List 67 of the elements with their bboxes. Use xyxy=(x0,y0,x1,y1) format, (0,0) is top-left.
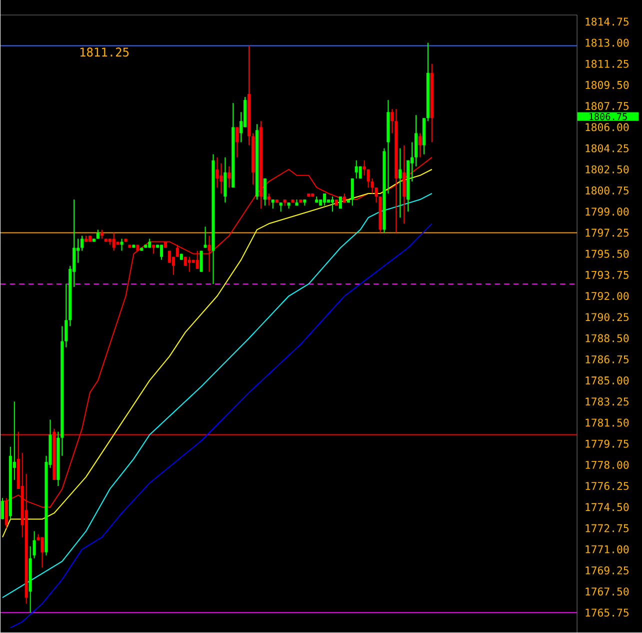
y-tick-label: 1783.25 xyxy=(586,398,628,406)
candlestick xyxy=(236,126,239,158)
y-tick-label: 1781.50 xyxy=(586,418,629,427)
y-tick-label: 1792.00 xyxy=(586,292,629,300)
y-tick-label: 1804.25 xyxy=(586,144,628,152)
candlestick xyxy=(204,226,207,248)
y-tick-label: 1802.50 xyxy=(586,165,629,174)
y-tick-label: 1807.75 xyxy=(586,102,628,110)
candlestick xyxy=(208,235,211,272)
y-tick-label: 1776.25 xyxy=(586,482,628,490)
candlestick xyxy=(120,238,124,252)
line-series xyxy=(10,223,432,628)
candlestick xyxy=(160,244,164,260)
candlestick xyxy=(323,193,326,206)
candlestick xyxy=(216,156,219,188)
candlestick xyxy=(100,229,104,240)
y-tick-label: 1785.00 xyxy=(586,376,629,385)
y-tick-label: 1793.75 xyxy=(586,270,628,280)
y-tick-label: 1788.50 xyxy=(586,334,629,342)
candlestick xyxy=(370,178,374,194)
candlestick xyxy=(148,238,152,248)
candlestick xyxy=(331,196,334,212)
candlestick xyxy=(350,178,354,206)
candlestick xyxy=(32,530,36,559)
y-tick-label: 1774.50 xyxy=(586,503,629,512)
y-tick-label: 1809.50 xyxy=(586,81,629,90)
candlestick xyxy=(271,199,274,210)
y-tick-label: 1767.50 xyxy=(586,588,629,596)
candlestick xyxy=(228,166,231,188)
candlestick xyxy=(112,232,116,252)
y-tick-label: 1779.75 xyxy=(586,440,628,448)
y-tick-label: 1797.25 xyxy=(586,228,628,237)
y-tick-label: 1778.00 xyxy=(586,460,629,469)
candlestick xyxy=(168,250,172,264)
candlestick xyxy=(80,235,84,252)
candlestick xyxy=(0,498,4,520)
candlestick xyxy=(220,162,223,194)
candlestick xyxy=(64,284,68,348)
y-tick-label: 1814.75 xyxy=(586,18,628,26)
y-tick-label: 1795.50 xyxy=(586,250,629,258)
candlestick xyxy=(188,256,191,272)
y-tick-label: 1786.75 xyxy=(586,355,628,364)
y-tick-label: 1811.25 xyxy=(586,60,628,68)
candlestick xyxy=(263,178,266,206)
candlestick xyxy=(362,160,366,176)
y-tick-label: 1772.75 xyxy=(586,524,628,532)
y-tick-label: 1800.75 xyxy=(586,186,628,195)
candlestick xyxy=(196,250,199,270)
y-tick-label: 1799.00 xyxy=(586,208,629,216)
candlestick xyxy=(40,536,44,568)
candlestick xyxy=(267,193,270,206)
y-tick-label: 1790.25 xyxy=(586,313,628,322)
candlestick xyxy=(398,148,402,218)
annotation: 1811.25 xyxy=(80,48,129,57)
y-tick-label: 1765.75 xyxy=(586,608,628,617)
y-tick-label: 1769.25 xyxy=(586,566,628,575)
candlestick xyxy=(354,160,358,180)
candlestick xyxy=(366,168,370,188)
candlestick xyxy=(390,108,394,134)
candlestick xyxy=(338,196,342,210)
y-tick-label: 1771.00 xyxy=(586,545,629,554)
candlestick xyxy=(176,244,179,258)
y-tick-label: 1813.00 xyxy=(586,38,629,47)
y-tick-label: 1806.00 xyxy=(586,123,629,132)
candlestick xyxy=(279,202,282,212)
text: 1806.75 xyxy=(589,113,627,120)
candlestick xyxy=(418,132,422,158)
